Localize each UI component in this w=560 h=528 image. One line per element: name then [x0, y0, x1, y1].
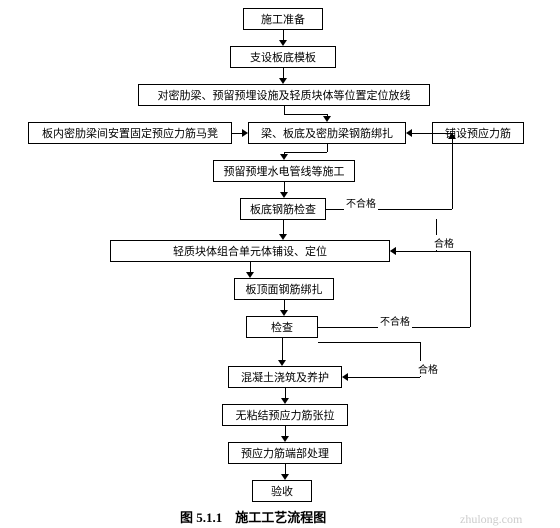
- node-n9: 轻质块体组合单元体铺设、定位: [110, 240, 390, 262]
- edge-label: 不合格: [344, 195, 378, 210]
- node-n1: 施工准备: [243, 8, 323, 30]
- node-n10: 板顶面钢筋绑扎: [234, 278, 334, 300]
- node-n13: 无粘结预应力筋张拉: [222, 404, 348, 426]
- node-n5: 梁、板底及密肋梁钢筋绑扎: [248, 122, 406, 144]
- node-n8: 板底钢筋检查: [240, 198, 326, 220]
- node-n11: 检查: [246, 316, 318, 338]
- node-n4: 板内密肋梁间安置固定预应力筋马凳: [28, 122, 232, 144]
- node-n15: 验收: [252, 480, 312, 502]
- node-n14: 预应力筋端部处理: [228, 442, 342, 464]
- node-n12: 混凝土浇筑及养护: [228, 366, 342, 388]
- watermark: zhulong.com: [460, 512, 522, 527]
- node-n3: 对密肋梁、预留预埋设施及轻质块体等位置定位放线: [138, 84, 430, 106]
- edge-label: 合格: [416, 361, 440, 376]
- edge-label: 不合格: [378, 313, 412, 328]
- edge-label: 合格: [432, 235, 456, 250]
- figure-caption: 图 5.1.1 施工工艺流程图: [180, 507, 326, 526]
- node-n7: 预留预埋水电管线等施工: [213, 160, 355, 182]
- node-n2: 支设板底模板: [230, 46, 336, 68]
